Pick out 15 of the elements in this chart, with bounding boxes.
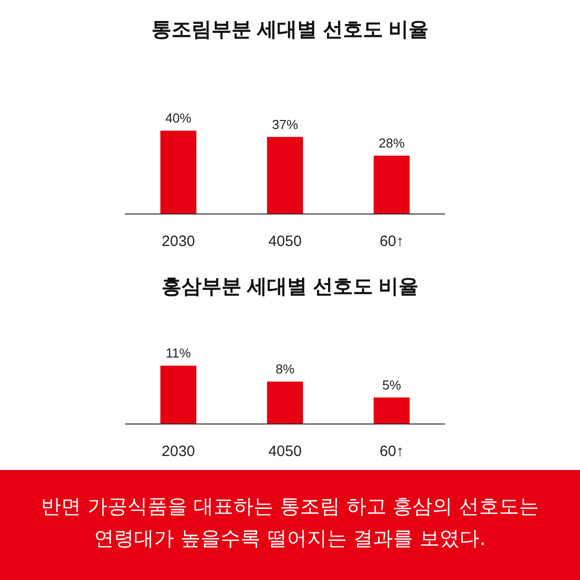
- text: 반면 가공식품을 대표하는 통조림 하고 홍삼의 선호도는 연령대가 높을수록 떨어지는 결과를 보였다.: [40, 493, 540, 552]
- chart-title: 홍삼부분 세대별 선호도 비율: [162, 276, 418, 298]
- x-tick-label: 4050: [268, 443, 302, 460]
- data-label: 8%: [276, 362, 295, 377]
- data-label: 37%: [272, 116, 298, 132]
- data-label: 5%: [382, 377, 402, 392]
- x-tick-label: 4050: [268, 233, 302, 250]
- x-tick-label: 2030: [162, 233, 196, 250]
- x-tick-label: 60↑: [380, 443, 404, 460]
- data-label: 11%: [166, 346, 192, 361]
- data-label: 40%: [165, 110, 192, 126]
- data-label: 28%: [378, 136, 406, 151]
- x-tick-label: 2030: [162, 443, 196, 460]
- x-tick-label: 60↑: [380, 233, 404, 250]
- chart-title: 통조림부분 세대별 선호도 비율: [152, 19, 428, 41]
